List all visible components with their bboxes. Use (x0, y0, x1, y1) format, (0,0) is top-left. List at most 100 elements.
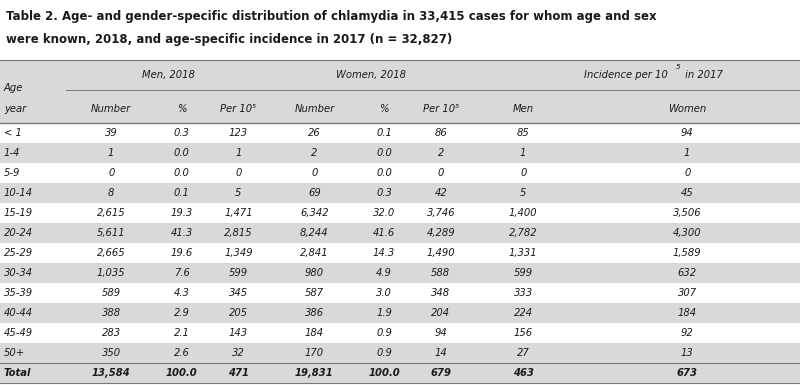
Text: 3,506: 3,506 (673, 208, 702, 218)
Bar (0, 123, 800, 143)
Text: 4,289: 4,289 (426, 228, 455, 238)
Text: 0.0: 0.0 (174, 168, 190, 178)
Text: 1,471: 1,471 (224, 208, 253, 218)
Text: 599: 599 (229, 268, 248, 278)
Text: Men, 2018: Men, 2018 (142, 70, 194, 80)
Text: 1,400: 1,400 (509, 208, 538, 218)
Text: 1,035: 1,035 (97, 268, 126, 278)
Text: 2.1: 2.1 (174, 328, 190, 338)
Text: 14: 14 (434, 348, 447, 358)
Text: 170: 170 (305, 348, 324, 358)
Text: 2,815: 2,815 (224, 228, 253, 238)
Text: 19,831: 19,831 (295, 368, 334, 378)
Text: 599: 599 (514, 268, 533, 278)
Text: 5: 5 (520, 188, 526, 198)
Text: 1-4: 1-4 (4, 148, 20, 158)
Text: 8: 8 (108, 188, 114, 198)
Text: 50+: 50+ (4, 348, 25, 358)
Text: 0.0: 0.0 (376, 148, 392, 158)
Text: 673: 673 (677, 368, 698, 378)
Text: 2.6: 2.6 (174, 348, 190, 358)
Text: 283: 283 (102, 328, 121, 338)
Text: 100.0: 100.0 (166, 368, 198, 378)
Text: 10-14: 10-14 (4, 188, 33, 198)
Text: 4.3: 4.3 (174, 288, 190, 298)
Text: 1: 1 (684, 148, 690, 158)
Text: 204: 204 (431, 308, 450, 318)
Text: 15-19: 15-19 (4, 208, 33, 218)
Text: 94: 94 (681, 128, 694, 138)
Text: 1,331: 1,331 (509, 248, 538, 258)
Text: 41.6: 41.6 (373, 228, 395, 238)
Text: 5,611: 5,611 (97, 228, 126, 238)
Text: 100.0: 100.0 (368, 368, 400, 378)
Bar (0, 303, 800, 323)
Bar (0, 183, 800, 203)
Text: 184: 184 (305, 328, 324, 338)
Text: 1,349: 1,349 (224, 248, 253, 258)
Text: 0.9: 0.9 (376, 348, 392, 358)
Text: 45-49: 45-49 (4, 328, 33, 338)
Text: 19.3: 19.3 (170, 208, 193, 218)
Text: 25-29: 25-29 (4, 248, 33, 258)
Text: 1: 1 (520, 148, 526, 158)
Text: 92: 92 (681, 328, 694, 338)
Text: %: % (177, 104, 186, 114)
Text: 27: 27 (517, 348, 530, 358)
Text: 42: 42 (434, 188, 447, 198)
Text: 4.9: 4.9 (376, 268, 392, 278)
Text: 143: 143 (229, 328, 248, 338)
Text: 8,244: 8,244 (300, 228, 329, 238)
Text: 2,665: 2,665 (97, 248, 126, 258)
Text: 589: 589 (102, 288, 121, 298)
Text: 2: 2 (311, 148, 318, 158)
Text: 345: 345 (229, 288, 248, 298)
Bar (0, 343, 800, 363)
Text: 6,342: 6,342 (300, 208, 329, 218)
Text: 45: 45 (681, 188, 694, 198)
Text: 0: 0 (108, 168, 114, 178)
Text: Table 2. Age- and gender-specific distribution of chlamydia in 33,415 cases for : Table 2. Age- and gender-specific distri… (6, 10, 657, 23)
Bar (0, 143, 800, 163)
Text: 4,300: 4,300 (673, 228, 702, 238)
Text: 333: 333 (514, 288, 533, 298)
Text: 20-24: 20-24 (4, 228, 33, 238)
Text: 0.1: 0.1 (376, 128, 392, 138)
Text: 0: 0 (311, 168, 318, 178)
Text: Number: Number (91, 104, 131, 114)
Text: 0: 0 (438, 168, 444, 178)
Text: 679: 679 (430, 368, 451, 378)
Text: 5: 5 (676, 64, 681, 70)
Text: 0.9: 0.9 (376, 328, 392, 338)
Text: 2,841: 2,841 (300, 248, 329, 258)
Text: Per 10⁵: Per 10⁵ (422, 104, 459, 114)
Text: 0.1: 0.1 (174, 188, 190, 198)
Bar (0, 243, 800, 263)
Text: 85: 85 (517, 128, 530, 138)
Text: 94: 94 (434, 328, 447, 338)
Text: 32.0: 32.0 (373, 208, 395, 218)
Bar (0, 223, 800, 243)
Text: 348: 348 (431, 288, 450, 298)
Text: 2: 2 (438, 148, 444, 158)
Text: 5-9: 5-9 (4, 168, 20, 178)
Text: 205: 205 (229, 308, 248, 318)
Text: 69: 69 (308, 188, 321, 198)
Bar (0, 203, 800, 223)
Text: 2,615: 2,615 (97, 208, 126, 218)
Text: 0: 0 (235, 168, 242, 178)
Text: 0: 0 (684, 168, 690, 178)
Bar (0, 283, 800, 303)
Text: 30-34: 30-34 (4, 268, 33, 278)
Text: 632: 632 (678, 268, 697, 278)
Bar (0, 60, 800, 94)
Text: < 1: < 1 (4, 128, 22, 138)
Text: 1: 1 (108, 148, 114, 158)
Text: 1.9: 1.9 (376, 308, 392, 318)
Bar (0, 323, 800, 343)
Text: 0: 0 (520, 168, 526, 178)
Text: 86: 86 (434, 128, 447, 138)
Text: 32: 32 (232, 348, 245, 358)
Text: %: % (379, 104, 389, 114)
Text: 307: 307 (678, 288, 697, 298)
